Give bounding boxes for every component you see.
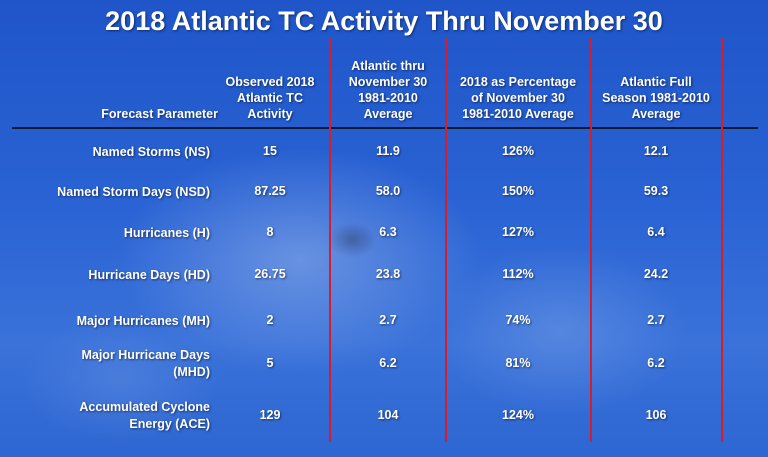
table-cell: 6.3 <box>379 225 397 239</box>
table-cell: 5 <box>266 356 274 370</box>
header-line: Atlantic thru <box>351 59 425 73</box>
row-label-line: Accumulated Cyclone <box>79 400 210 414</box>
table-cell: 24.2 <box>643 267 669 281</box>
header-line: Average <box>631 107 681 121</box>
table-cell: 2 <box>266 313 274 327</box>
header-line: 2018 as Percentage <box>459 75 577 89</box>
header-line: Atlantic TC <box>237 91 303 105</box>
header-line: 1981-2010 Average <box>462 107 574 121</box>
column-header: Atlantic Full Season 1981-2010 Average <box>588 74 724 122</box>
row-label: Major Hurricanes (MH) <box>14 313 210 330</box>
table-cell: 23.8 <box>375 267 401 281</box>
column-header: 2018 as Percentage of November 30 1981-201… <box>450 74 586 122</box>
header-line: Observed 2018 <box>225 75 315 89</box>
column-divider <box>329 38 331 442</box>
table-cell: 81% <box>505 356 531 370</box>
header-line: Forecast Parameter <box>101 107 218 121</box>
row-label-line: Energy (ACE) <box>129 417 210 431</box>
table-cell: 58.0 <box>375 184 401 198</box>
row-label-line: Named Storms (NS) <box>92 144 210 159</box>
table-cell: 26.75 <box>254 267 286 281</box>
row-label-line: Major Hurricane Days <box>81 348 210 362</box>
chart-title: 2018 Atlantic TC Activity Thru November … <box>105 6 663 36</box>
table-cell: 106 <box>645 408 667 422</box>
row-label: Named Storm Days (NSD) <box>14 184 210 201</box>
row-label: Hurricane Days (HD) <box>14 267 210 284</box>
table-cell: 6.2 <box>647 356 665 370</box>
header-line: Atlantic Full <box>620 75 692 89</box>
table-cell: 129 <box>259 408 281 422</box>
table-cell: 15 <box>263 144 277 158</box>
table-cell: 87.25 <box>254 184 286 198</box>
column-header: Observed 2018 Atlantic TC Activity <box>202 74 338 122</box>
row-label-line: Named Storm Days (NSD) <box>57 184 210 199</box>
table-cell: 2.7 <box>647 313 665 327</box>
table-cell: 112% <box>502 267 534 281</box>
table-cell: 127% <box>502 225 534 239</box>
header-line: November 30 <box>348 75 428 89</box>
table-cell: 124% <box>502 408 534 422</box>
row-label-line: Hurricane Days (HD) <box>88 267 210 282</box>
header-line: Season 1981-2010 <box>602 91 710 105</box>
header-line: Activity <box>247 107 293 121</box>
table-cell: 150% <box>502 184 534 198</box>
column-divider <box>721 38 723 442</box>
row-label-line: Hurricanes (H) <box>123 225 210 240</box>
table-cell: 2.7 <box>379 313 397 327</box>
table-cell: 6.4 <box>647 225 665 239</box>
table-cell: 59.3 <box>643 184 669 198</box>
row-label: Named Storms (NS) <box>14 144 210 161</box>
table-cell: 6.2 <box>379 356 397 370</box>
table-cell: 74% <box>505 313 531 327</box>
header-line: 1981-2010 <box>358 91 418 105</box>
header-forecast-parameter: Forecast Parameter <box>20 106 218 122</box>
header-line: of November 30 <box>471 91 565 105</box>
column-divider <box>445 38 447 442</box>
table-cell: 126% <box>502 144 534 158</box>
row-label: Accumulated Cyclone Energy (ACE) <box>14 399 210 433</box>
table-cell: 12.1 <box>643 144 669 158</box>
header-line: Average <box>363 107 413 121</box>
column-header: Atlantic thru November 30 1981-2010 Average <box>320 58 456 122</box>
row-label: Major Hurricane Days (MHD) <box>14 347 210 381</box>
row-label-line: (MHD) <box>173 365 210 379</box>
row-label-line: Major Hurricanes (MH) <box>76 313 210 328</box>
table-cell: 8 <box>266 225 274 239</box>
column-divider <box>590 38 592 442</box>
row-label: Hurricanes (H) <box>14 225 210 242</box>
header-rule <box>12 127 758 129</box>
table-cell: 11.9 <box>376 144 400 158</box>
table-cell: 104 <box>377 408 399 422</box>
